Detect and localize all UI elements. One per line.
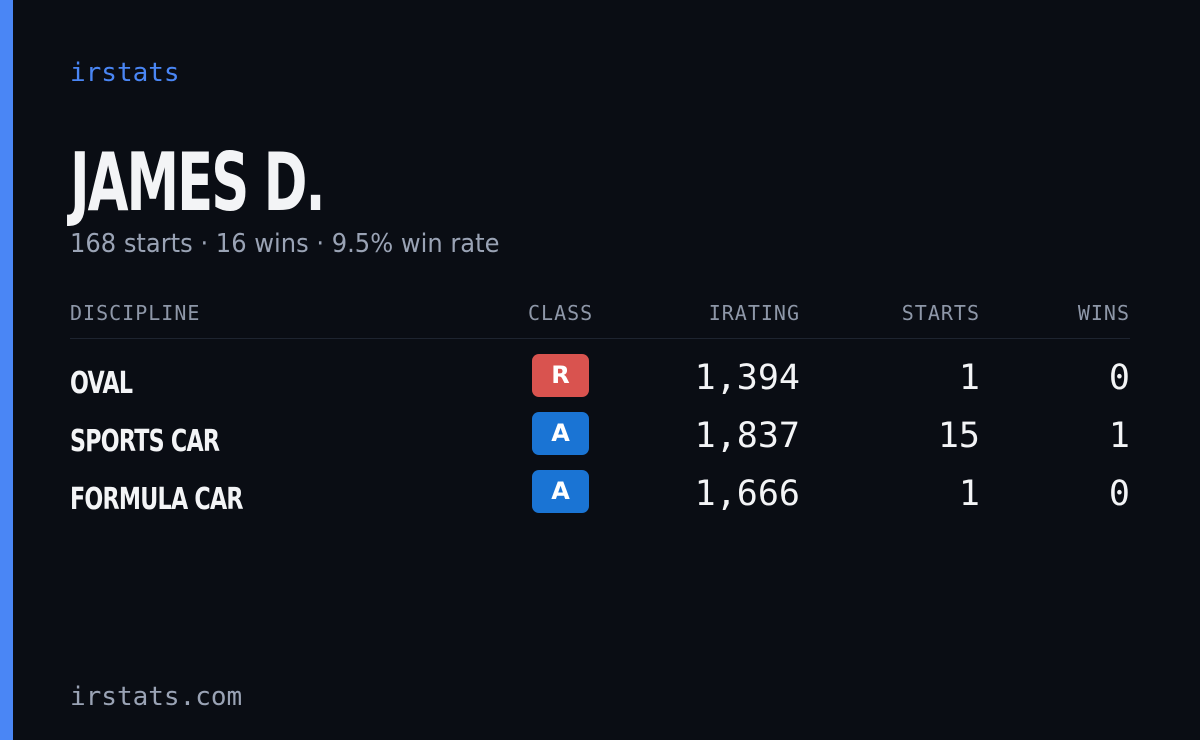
discipline-name: OVAL xyxy=(70,366,133,401)
irating-value: 1,666 xyxy=(694,474,800,514)
table-row: OVAL R 1,394 1 0 xyxy=(70,354,1130,412)
player-summary: 168 starts · 16 wins · 9.5% win rate xyxy=(70,229,500,259)
irating-value: 1,394 xyxy=(694,358,800,398)
starts-value: 1 xyxy=(958,474,980,514)
header-wins: WINS xyxy=(1077,301,1130,325)
class-badge: A xyxy=(532,412,589,455)
class-badge: A xyxy=(532,470,589,513)
accent-bar xyxy=(0,0,13,740)
brand-logo: irstats xyxy=(70,58,180,88)
header-discipline: DISCIPLINE xyxy=(70,301,201,325)
discipline-name: FORMULA CAR xyxy=(70,482,243,517)
header-starts: STARTS xyxy=(901,301,980,325)
starts-value: 1 xyxy=(958,358,980,398)
irating-value: 1,837 xyxy=(694,416,800,456)
footer-url: irstats.com xyxy=(70,682,243,712)
wins-value: 0 xyxy=(1108,474,1130,514)
table-row: FORMULA CAR A 1,666 1 0 xyxy=(70,470,1130,528)
header-irating: IRATING xyxy=(708,301,800,325)
player-name: JAMES D. xyxy=(70,136,326,229)
wins-value: 1 xyxy=(1108,416,1130,456)
starts-value: 15 xyxy=(937,416,980,456)
wins-value: 0 xyxy=(1108,358,1130,398)
header-class: CLASS xyxy=(528,301,594,325)
table-header: DISCIPLINE CLASS IRATING STARTS WINS xyxy=(70,300,1130,339)
discipline-name: SPORTS CAR xyxy=(70,424,220,459)
table-row: SPORTS CAR A 1,837 15 1 xyxy=(70,412,1130,470)
class-badge: R xyxy=(532,354,589,397)
